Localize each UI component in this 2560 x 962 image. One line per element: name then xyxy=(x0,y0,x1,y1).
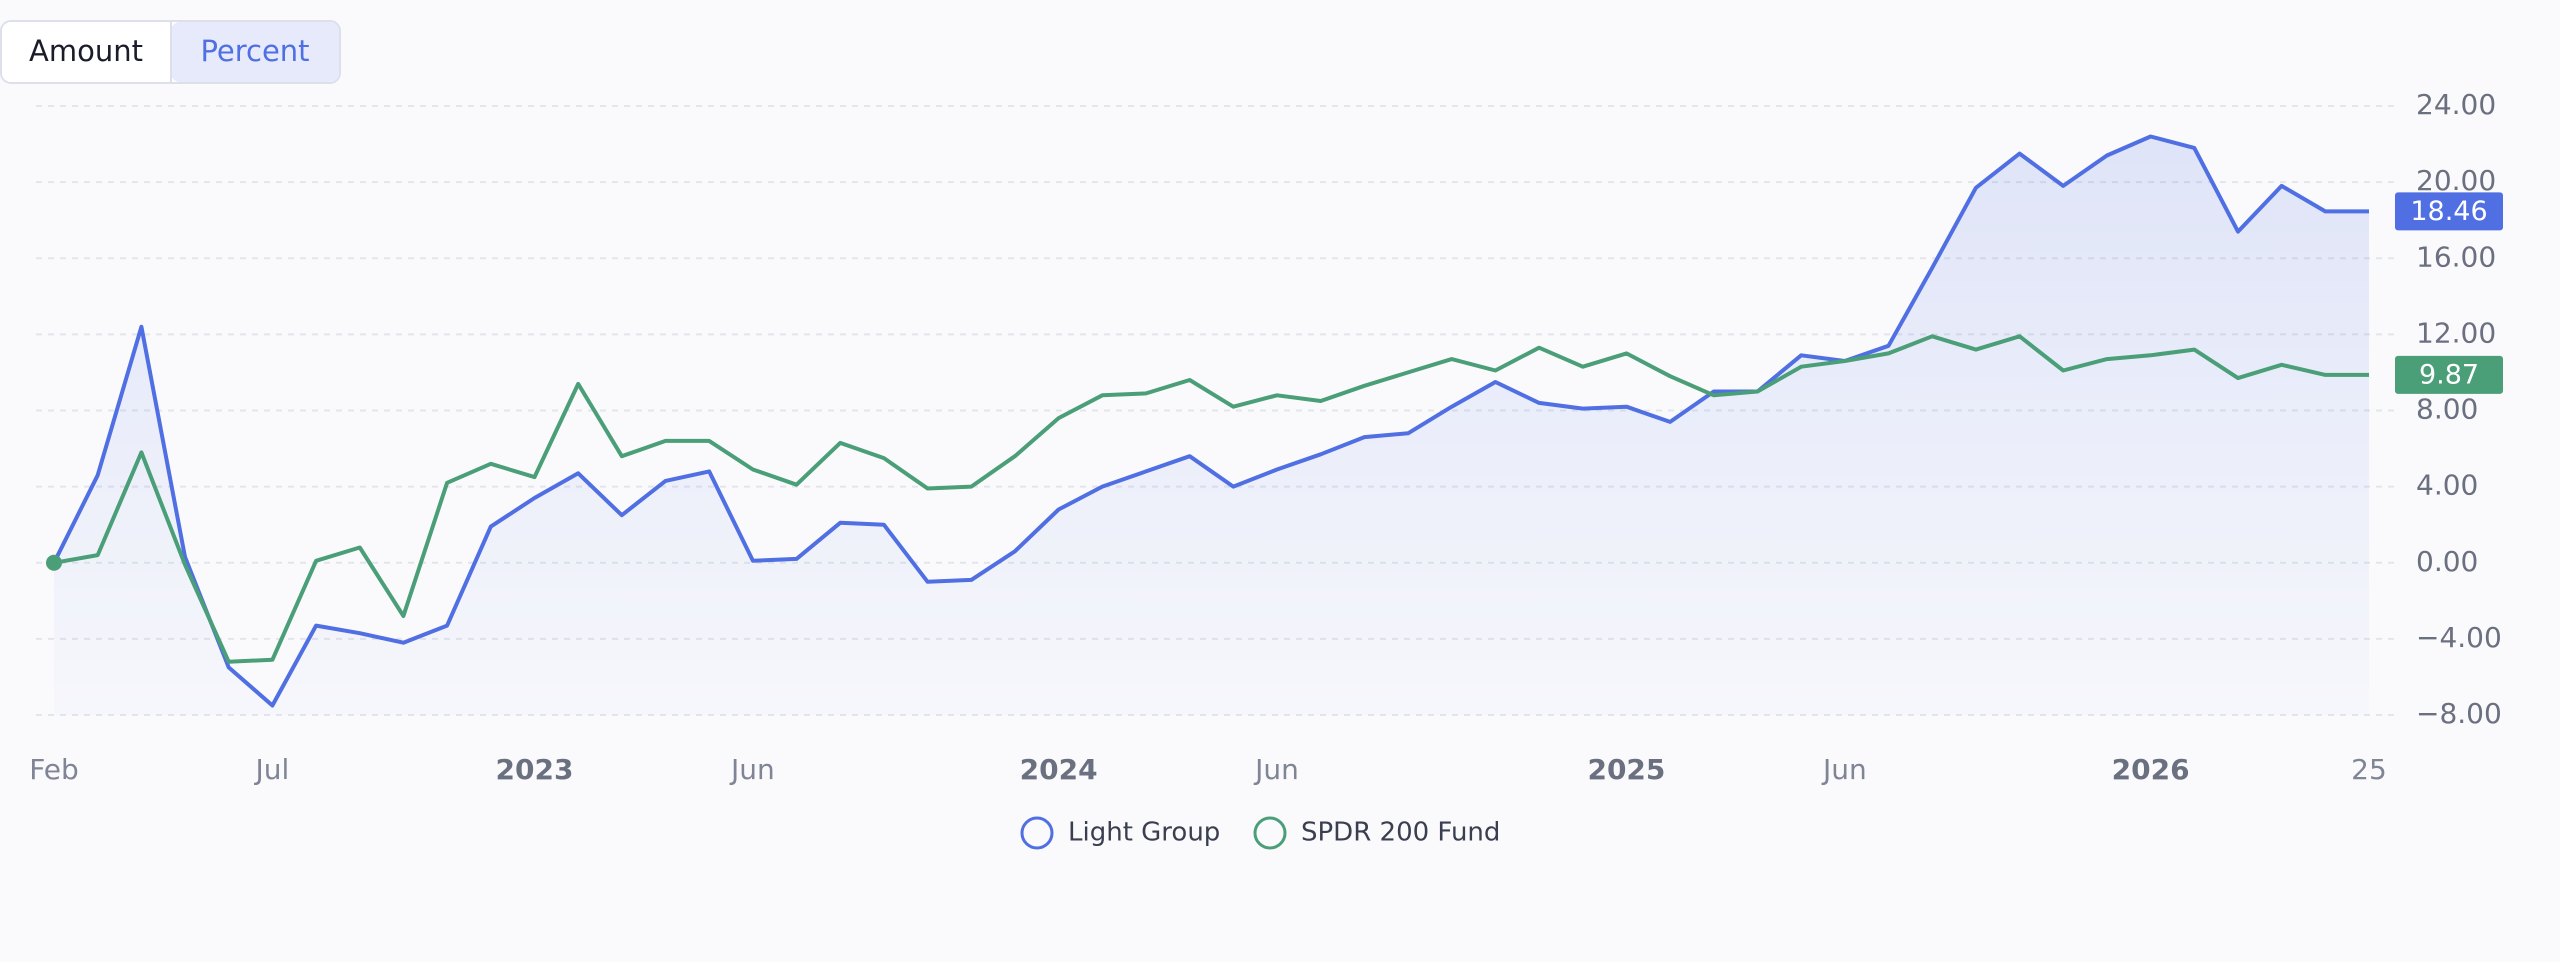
y-tick-label: 4.00 xyxy=(2416,469,2478,502)
x-tick-label: Jul xyxy=(253,753,289,786)
y-tick-label: 0.00 xyxy=(2416,545,2478,578)
x-tick-label: Feb xyxy=(29,753,79,786)
x-tick-label: 2025 xyxy=(1587,753,1665,786)
amount-label[interactable]: Amount xyxy=(29,34,143,68)
series-line xyxy=(52,134,2369,708)
series-area xyxy=(54,136,2369,715)
series-line xyxy=(53,334,2369,664)
percent-label[interactable]: Percent xyxy=(200,34,309,68)
amount-button[interactable] xyxy=(2,22,171,82)
x-tick-label: Jun xyxy=(1253,753,1299,786)
x-tick-label: Jun xyxy=(1821,753,1867,786)
start-marker xyxy=(46,554,62,571)
y-tick-label: 12.00 xyxy=(2416,316,2496,349)
x-tick-label: 2024 xyxy=(1020,753,1098,786)
legend-marker xyxy=(1253,816,1287,850)
y-tick-label: 20.00 xyxy=(2416,164,2496,197)
y-tick-label: −4.00 xyxy=(2416,621,2502,654)
end-badge-label: 9.87 xyxy=(2419,359,2479,390)
legend-marker xyxy=(1020,816,1054,850)
y-tick-label: −8.00 xyxy=(2416,697,2502,730)
y-tick-label: 24.00 xyxy=(2416,88,2496,121)
end-badge xyxy=(2395,355,2503,394)
percent-button[interactable] xyxy=(171,22,339,82)
x-tick-label: 2026 xyxy=(2112,753,2190,786)
y-tick-label: 8.00 xyxy=(2416,393,2478,426)
legend-label: SPDR 200 Fund xyxy=(1301,818,1500,848)
x-tick-label: 25 xyxy=(2351,753,2387,786)
legend-label: Light Group xyxy=(1068,818,1220,848)
x-tick-label: Jun xyxy=(729,753,775,786)
end-badge xyxy=(2395,192,2503,231)
toggle-group: Amount Percent xyxy=(0,20,341,84)
end-badge-label: 18.46 xyxy=(2410,196,2487,227)
y-tick-label: 16.00 xyxy=(2416,240,2496,273)
x-tick-label: 2023 xyxy=(496,753,574,786)
